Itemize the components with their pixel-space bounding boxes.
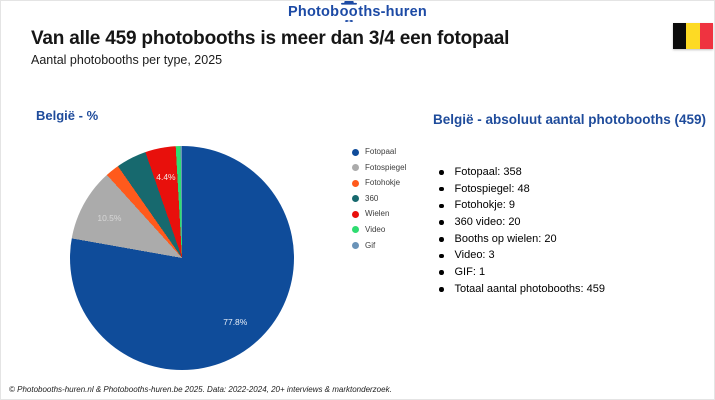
right-panel-title: België - absoluut aantal photobooths (45… [433, 112, 707, 127]
legend-item: Fotopaal [352, 148, 406, 156]
logo: Photob oo ths-huren [1, 1, 714, 22]
list-item: Fotopaal: 358 [439, 167, 704, 178]
flag-stripe-black [673, 23, 687, 49]
flag-stripe-yellow [686, 23, 700, 49]
legend-color-dot [352, 226, 359, 234]
bullet-icon [439, 270, 444, 275]
logo-text-left: Photob [288, 4, 340, 20]
logo-text-mid: oo [339, 4, 358, 20]
legend-label: 360 [365, 193, 379, 203]
legend-item: 360 [352, 193, 406, 203]
legend-label: Wielen [365, 209, 390, 219]
pie-slice-label: 77.8% [223, 316, 248, 327]
logo-text-right: ths-huren [358, 4, 427, 20]
bullet-icon [439, 237, 444, 242]
list-item-text: Fotospiegel: 48 [454, 182, 530, 195]
legend-item: Fotohokje [352, 179, 406, 187]
list-item: GIF: 1 [439, 267, 704, 278]
legend-item: Video [352, 224, 406, 234]
legend-color-dot [352, 179, 359, 187]
list-item: Video: 3 [439, 250, 704, 261]
legend-color-dot [352, 242, 359, 250]
list-item: Booths op wielen: 20 [439, 232, 704, 245]
logo-face: oo [339, 1, 358, 22]
legend-item: Fotospiegel [352, 162, 407, 172]
legend-label: Fotohokje [365, 178, 401, 188]
legend-item: Wielen [352, 210, 406, 218]
page-subtitle: Aantal photobooths per type, 2025 [31, 53, 223, 67]
list-item-text: Fotohokje: 9 [454, 199, 516, 212]
list-item-text: Fotopaal: 358 [454, 166, 522, 178]
pie-chart: 77.8% 10.5% 4.4% [70, 146, 294, 370]
list-item-text: GIF: 1 [454, 266, 486, 279]
fedora-hat-icon [340, 1, 357, 5]
chart-title: België - % [36, 108, 99, 123]
bullet-icon [439, 287, 444, 292]
belgium-flag [673, 23, 713, 49]
stats-list: Fotopaal: 358 Fotospiegel: 48 Fotohokje: 9… [439, 167, 704, 301]
list-item: Fotohokje: 9 [439, 200, 704, 211]
list-item: 360 video: 20 [439, 217, 704, 228]
pie-slice-label: 10.5% [97, 212, 122, 223]
legend-label: Video [365, 224, 386, 234]
page-title: Van alle 459 photobooths is meer dan 3/4… [31, 28, 510, 49]
bullet-icon [439, 186, 444, 192]
list-item: Fotospiegel: 48 [439, 182, 704, 195]
list-item: Totaal aantal photobooths: 459 [439, 282, 704, 295]
legend-label: Fotopaal [365, 147, 397, 156]
pie-slice-label: 4.4% [156, 171, 176, 182]
legend: Fotopaal Fotospiegel Fotohokje 360 Wielen Vid… [352, 148, 406, 257]
legend-color-dot [352, 195, 359, 203]
legend-label: Gif [365, 240, 376, 250]
legend-color-dot [352, 148, 359, 156]
legend-color-dot [352, 210, 359, 218]
legend-color-dot [352, 164, 359, 172]
legend-label: Fotospiegel [365, 162, 407, 172]
footer-copyright: © Photobooths-huren.nl & Photobooths-hur… [9, 385, 392, 394]
list-item-text: Totaal aantal photobooths: 459 [454, 282, 605, 295]
bullet-icon [439, 170, 444, 175]
bullet-icon [439, 253, 444, 259]
list-item-text: Video: 3 [454, 249, 495, 262]
list-item-text: Booths op wielen: 20 [454, 232, 557, 245]
mustache-icon [344, 20, 353, 22]
list-item-text: 360 video: 20 [454, 216, 521, 229]
bullet-icon [439, 203, 444, 209]
bullet-icon [439, 220, 444, 225]
legend-item: Gif [352, 240, 406, 250]
flag-stripe-red [699, 23, 713, 49]
